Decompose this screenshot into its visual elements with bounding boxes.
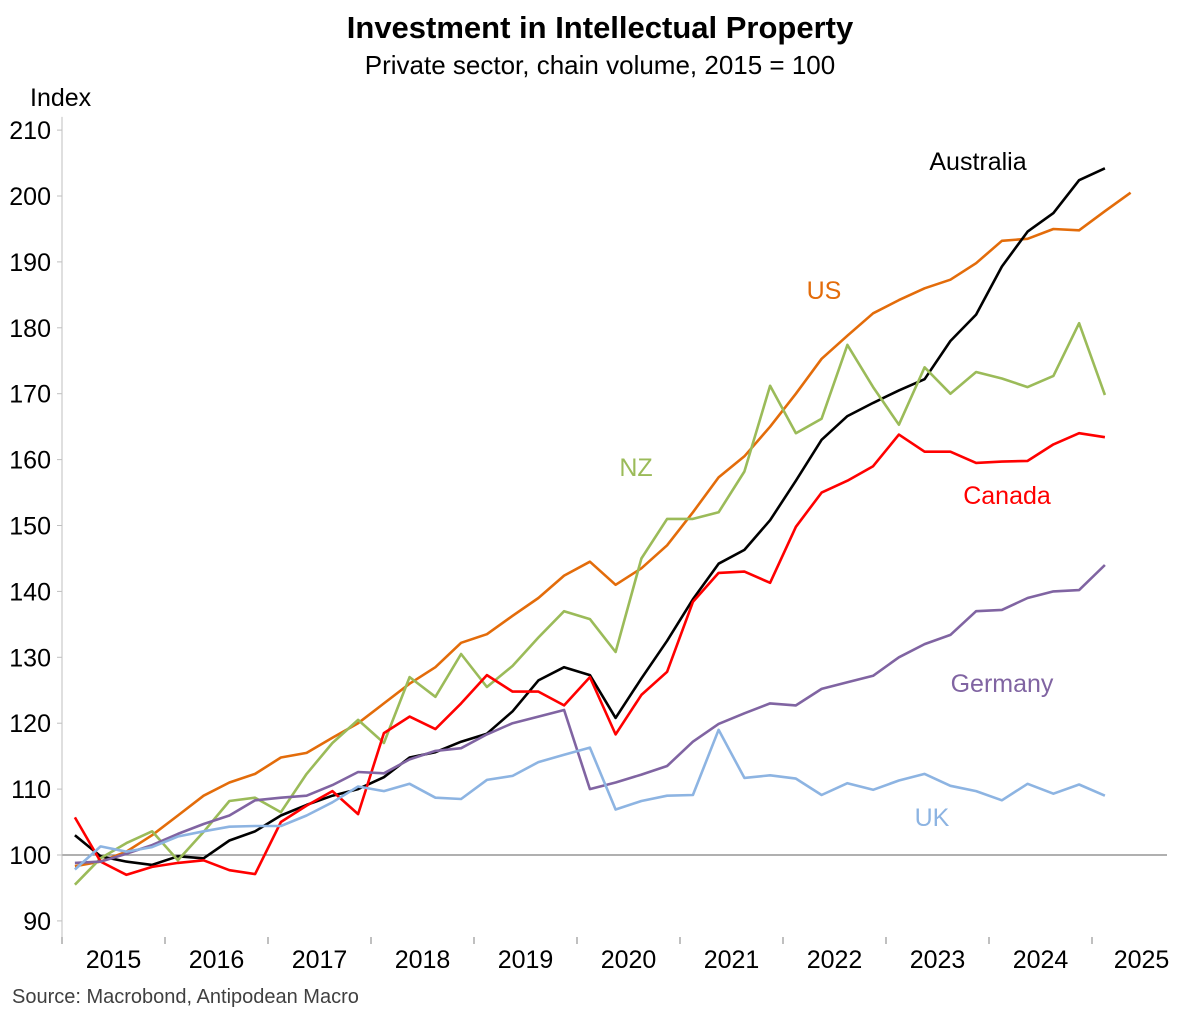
series-line-canada [73, 431, 1106, 877]
chart-subtitle: Private sector, chain volume, 2015 = 100 [365, 50, 835, 80]
series-line-germany [74, 564, 1106, 865]
series-line-australia [74, 167, 1106, 867]
x-tick-label: 2018 [395, 946, 451, 974]
y-tick-label: 160 [9, 447, 51, 475]
x-tick-label: 2025 [1114, 946, 1170, 974]
y-tick-label: 200 [9, 183, 51, 211]
y-tick-label: 140 [9, 578, 51, 606]
y-tick-label: 150 [9, 513, 51, 541]
x-tick-label: 2015 [86, 946, 142, 974]
series-label-us: US [807, 277, 842, 305]
series-line-us [74, 191, 1132, 868]
x-tick-label: 2021 [704, 946, 760, 974]
y-tick-label: 100 [9, 842, 51, 870]
series-label-nz: NZ [619, 454, 652, 482]
x-tick-label: 2020 [601, 946, 657, 974]
x-tick-label: 2023 [910, 946, 966, 974]
axes: 90 100 110 120 130 140 150 160 170 180 190 200 210 20… [9, 116, 1170, 974]
series-line-nz [73, 321, 1107, 886]
y-tick-label: 110 [11, 776, 51, 804]
y-tick-label: 190 [9, 249, 51, 277]
x-tick-label: 2024 [1013, 946, 1069, 974]
y-tick-label: 170 [9, 381, 51, 409]
chart-title: Investment in Intellectual Property [347, 10, 854, 45]
series-label-australia: Australia [929, 148, 1026, 176]
series-lines [73, 167, 1132, 886]
x-tick-label: 2016 [189, 946, 245, 974]
y-tick-label: 180 [9, 315, 51, 343]
y-tick-label: 210 [9, 117, 51, 145]
y-tick-label: 120 [9, 710, 51, 738]
x-tick-label: 2019 [498, 946, 554, 974]
series-label-canada: Canada [963, 482, 1051, 510]
x-tick-label: 2017 [292, 946, 348, 974]
series-labels: US Australia NZ Canada Germany UK [619, 148, 1054, 832]
y-tick-label: 130 [9, 644, 51, 672]
series-label-germany: Germany [951, 670, 1054, 698]
y-tick-label: 90 [23, 908, 51, 936]
series-label-uk: UK [915, 804, 950, 832]
source-note: Source: Macrobond, Antipodean Macro [12, 986, 359, 1008]
x-tick-label: 2022 [807, 946, 863, 974]
series-line-uk [74, 728, 1106, 871]
y-axis-label: Index [30, 84, 92, 112]
